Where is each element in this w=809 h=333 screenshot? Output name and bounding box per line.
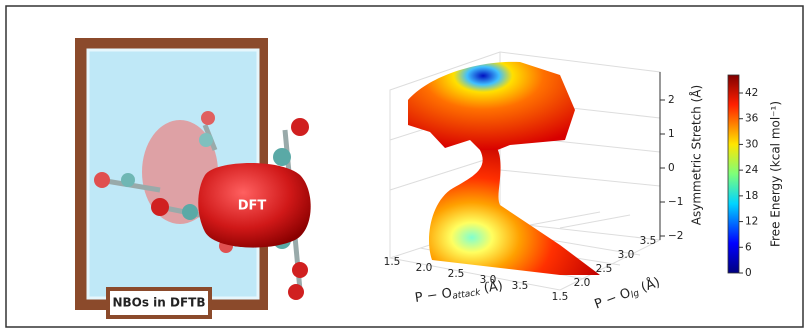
x-tick-label: 3.5 [512,280,529,292]
blob-label: DFT [238,199,267,214]
colorbar-tick-label: 0 [745,267,752,279]
figure: DFT NBOs in DFTB 1.5 2.0 2.5 3.0 3.5 1.5 2.0 2.… [0,0,809,333]
colorbar-tick-label: 42 [745,87,758,99]
z-tick-label: −2 [668,230,683,242]
x-tick-label: 2.5 [448,268,465,280]
x-tick-label: 1.5 [384,256,401,268]
z-tick-label: 2 [668,94,675,106]
y-tick-label: 2.5 [596,263,613,275]
colorbar [728,75,739,273]
z-tick-label: 1 [668,128,675,140]
z-tick-label: −1 [668,196,683,208]
z-axis-label: Asymmetric Stretch (Å) [689,85,704,225]
y-tick-label: 3.5 [640,235,657,247]
colorbar-label: Free Energy (kcal mol⁻¹) [769,101,783,247]
colorbar-tick-label: 6 [745,241,752,253]
y-tick-label: 1.5 [552,291,569,303]
x-tick-label: 2.0 [416,262,433,274]
x-unit: (Å) [483,277,504,295]
colorbar-tick-label: 24 [745,164,759,176]
colorbar-tick-label: 18 [745,190,758,202]
panel-label: NBOs in DFTB [112,296,205,310]
colorbar-tick-label: 12 [745,216,758,228]
z-tick-label: 0 [668,162,675,174]
y-tick-label: 2.0 [574,277,591,289]
colorbar-tick-label: 36 [745,113,759,125]
y-tick-label: 3.0 [618,249,635,261]
colorbar-tick-label: 30 [745,138,758,150]
